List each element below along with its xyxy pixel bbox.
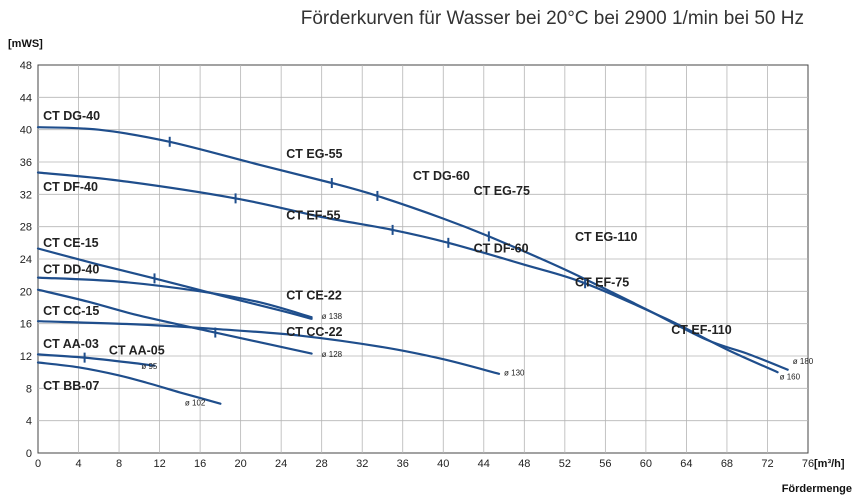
x-tick-label: 20 [235, 458, 247, 470]
y-tick-label: 12 [20, 351, 32, 363]
grid [38, 65, 808, 453]
curve-label: CT DD-40 [43, 263, 99, 277]
tick-labels: 0 4 8 12 16 20 24 28 32 36 40 44 48 52 56 60 64 68 72 76048… [20, 60, 814, 470]
y-tick-label: 48 [20, 60, 32, 72]
x-tick-label: 52 [559, 458, 571, 470]
pump-curve [36, 288, 313, 355]
y-tick-label: 28 [20, 222, 32, 234]
curve-label: CT DF-60 [474, 242, 529, 256]
impeller-diameter-label: ø 130 [504, 368, 525, 377]
y-tick-label: 16 [20, 319, 32, 331]
x-tick-label: 40 [437, 458, 449, 470]
x-tick-label: 16 [194, 458, 206, 470]
y-tick-label: 44 [20, 92, 32, 104]
curve-label: CT CE-22 [286, 288, 342, 302]
curve-label: CT CC-15 [43, 304, 99, 318]
impeller-diameter-label: ø 102 [185, 398, 206, 407]
chart-title: Förderkurven für Wasser bei 20°C bei 290… [300, 8, 804, 29]
x-tick-label: 76 [802, 458, 814, 470]
impeller-diameter-label: ø 138 [322, 312, 343, 321]
x-tick-label: 4 [75, 458, 81, 470]
x-tick-label: 24 [275, 458, 287, 470]
x-axis-label: Fördermenge [782, 483, 852, 495]
x-tick-label: 68 [721, 458, 733, 470]
curve-label: CT EF-110 [671, 323, 731, 337]
curve-label: CT DG-60 [413, 169, 470, 183]
y-tick-label: 20 [20, 286, 32, 298]
curve-label: CT BB-07 [43, 379, 99, 393]
y-tick-label: 40 [20, 125, 32, 137]
y-tick-label: 36 [20, 157, 32, 169]
x-tick-label: 72 [761, 458, 773, 470]
curve-label: CT AA-05 [109, 343, 165, 357]
curve-labels: CT DG-40 CT EG-55 CT DG-60 CT EG-75 CT DF-40… [43, 109, 814, 407]
curve-label: CT DF-40 [43, 180, 98, 194]
x-tick-label: 64 [680, 458, 692, 470]
pump-curve [36, 353, 156, 367]
x-tick-label: 48 [518, 458, 530, 470]
y-tick-label: 4 [26, 416, 32, 428]
curve-label: CT EG-75 [474, 184, 530, 198]
x-axis-unit: [m³/h] [814, 458, 845, 470]
curve-label: CT DG-40 [43, 109, 100, 123]
pump-curve [36, 320, 501, 375]
curve-label: CT EF-55 [286, 208, 340, 222]
x-tick-label: 12 [153, 458, 165, 470]
y-tick-label: 0 [26, 448, 32, 460]
curve-label: CT CE-15 [43, 236, 99, 250]
operating-markers [83, 136, 587, 363]
curve-label: CT EG-110 [575, 230, 638, 244]
impeller-diameter-label: ø 160 [780, 372, 801, 381]
curve-label: CT AA-03 [43, 337, 99, 351]
pump-curve [36, 171, 779, 374]
pump-curve [36, 247, 313, 320]
curve-label: CT EF-75 [575, 275, 629, 289]
x-tick-label: 56 [599, 458, 611, 470]
x-tick-label: 28 [316, 458, 328, 470]
y-axis-unit: [mWS] [8, 38, 43, 50]
y-tick-label: 32 [20, 189, 32, 201]
x-tick-label: 60 [640, 458, 652, 470]
x-tick-label: 32 [356, 458, 368, 470]
x-tick-label: 8 [116, 458, 122, 470]
x-tick-label: 44 [478, 458, 490, 470]
impeller-diameter-label: ø 180 [793, 357, 814, 366]
curve-label: CT EG-55 [286, 147, 342, 161]
x-tick-label: 36 [397, 458, 409, 470]
impeller-diameter-label: ø 128 [322, 350, 343, 359]
x-tick-label: 0 [35, 458, 41, 470]
y-tick-label: 8 [26, 383, 32, 395]
y-tick-label: 24 [20, 254, 32, 266]
pump-curve [36, 276, 313, 319]
curve-label: CT CC-22 [286, 325, 342, 339]
pump-curve [36, 361, 222, 405]
impeller-diameter-label: ø 95 [141, 362, 158, 371]
